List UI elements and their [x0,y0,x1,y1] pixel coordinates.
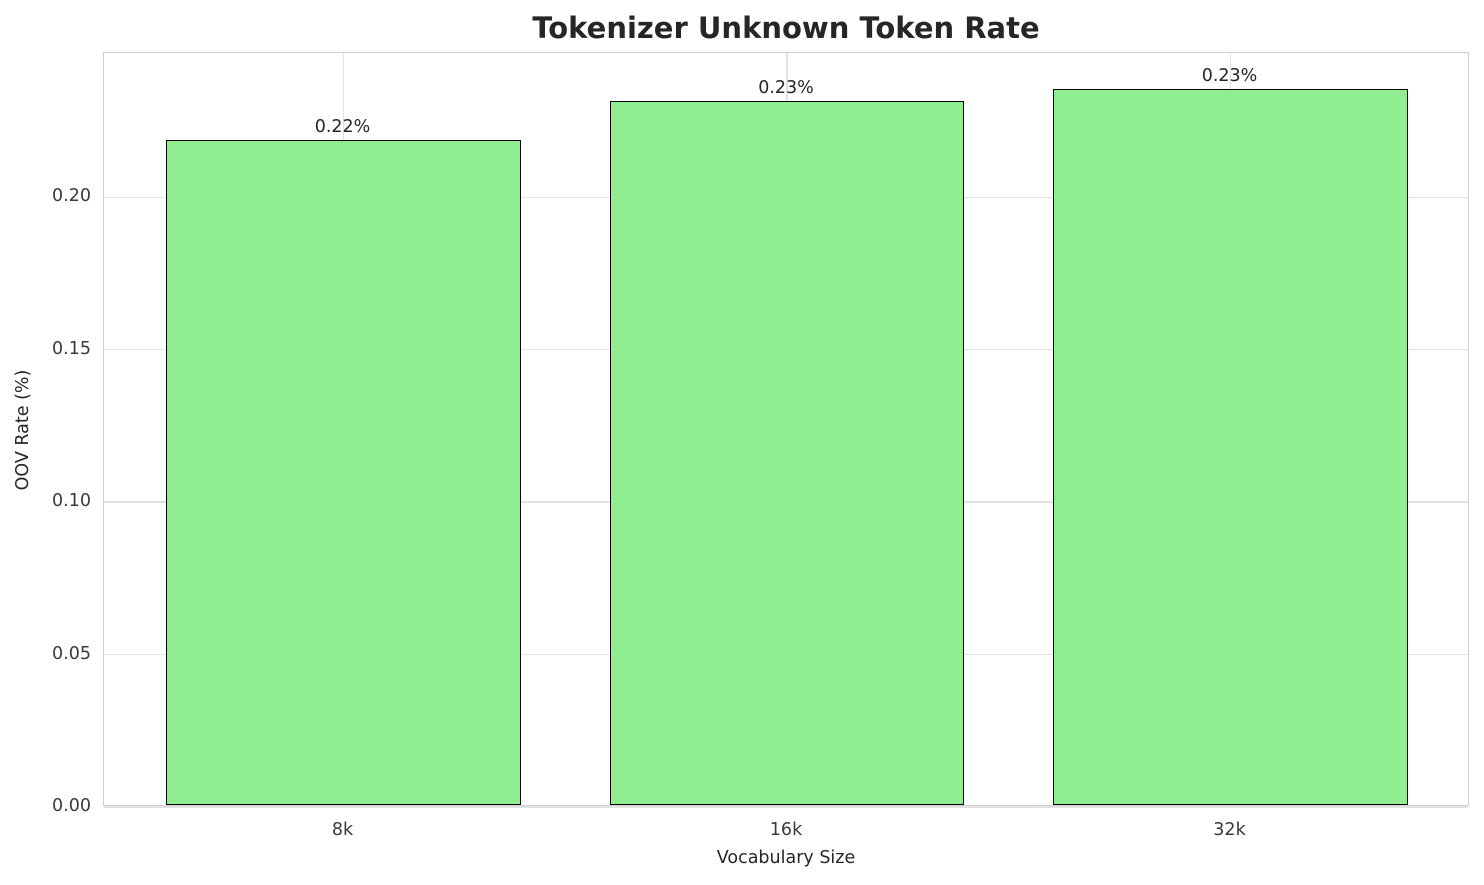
gridline-horizontal [104,806,1468,808]
plot-area [103,52,1469,808]
y-axis-label: OOV Rate (%) [13,369,33,491]
y-tick-label: 0.20 [52,186,91,207]
chart-title: Tokenizer Unknown Token Rate [532,11,1040,45]
bar-value-label: 0.23% [758,77,814,98]
x-axis-label: Vocabulary Size [716,848,856,868]
y-tick-label: 0.00 [52,796,91,816]
y-tick-label: 0.10 [52,491,91,512]
bar [1053,88,1408,805]
bar [609,100,965,805]
x-tick-label: 16k [769,820,803,840]
bar [166,140,521,805]
y-tick-label: 0.15 [52,338,91,359]
x-tick-label: 32k [1213,820,1246,840]
bar-value-label: 0.23% [1201,65,1258,86]
bar-value-label: 0.22% [314,117,371,138]
x-tick-label: 8k [331,820,354,840]
y-tick-label: 0.05 [52,643,91,664]
